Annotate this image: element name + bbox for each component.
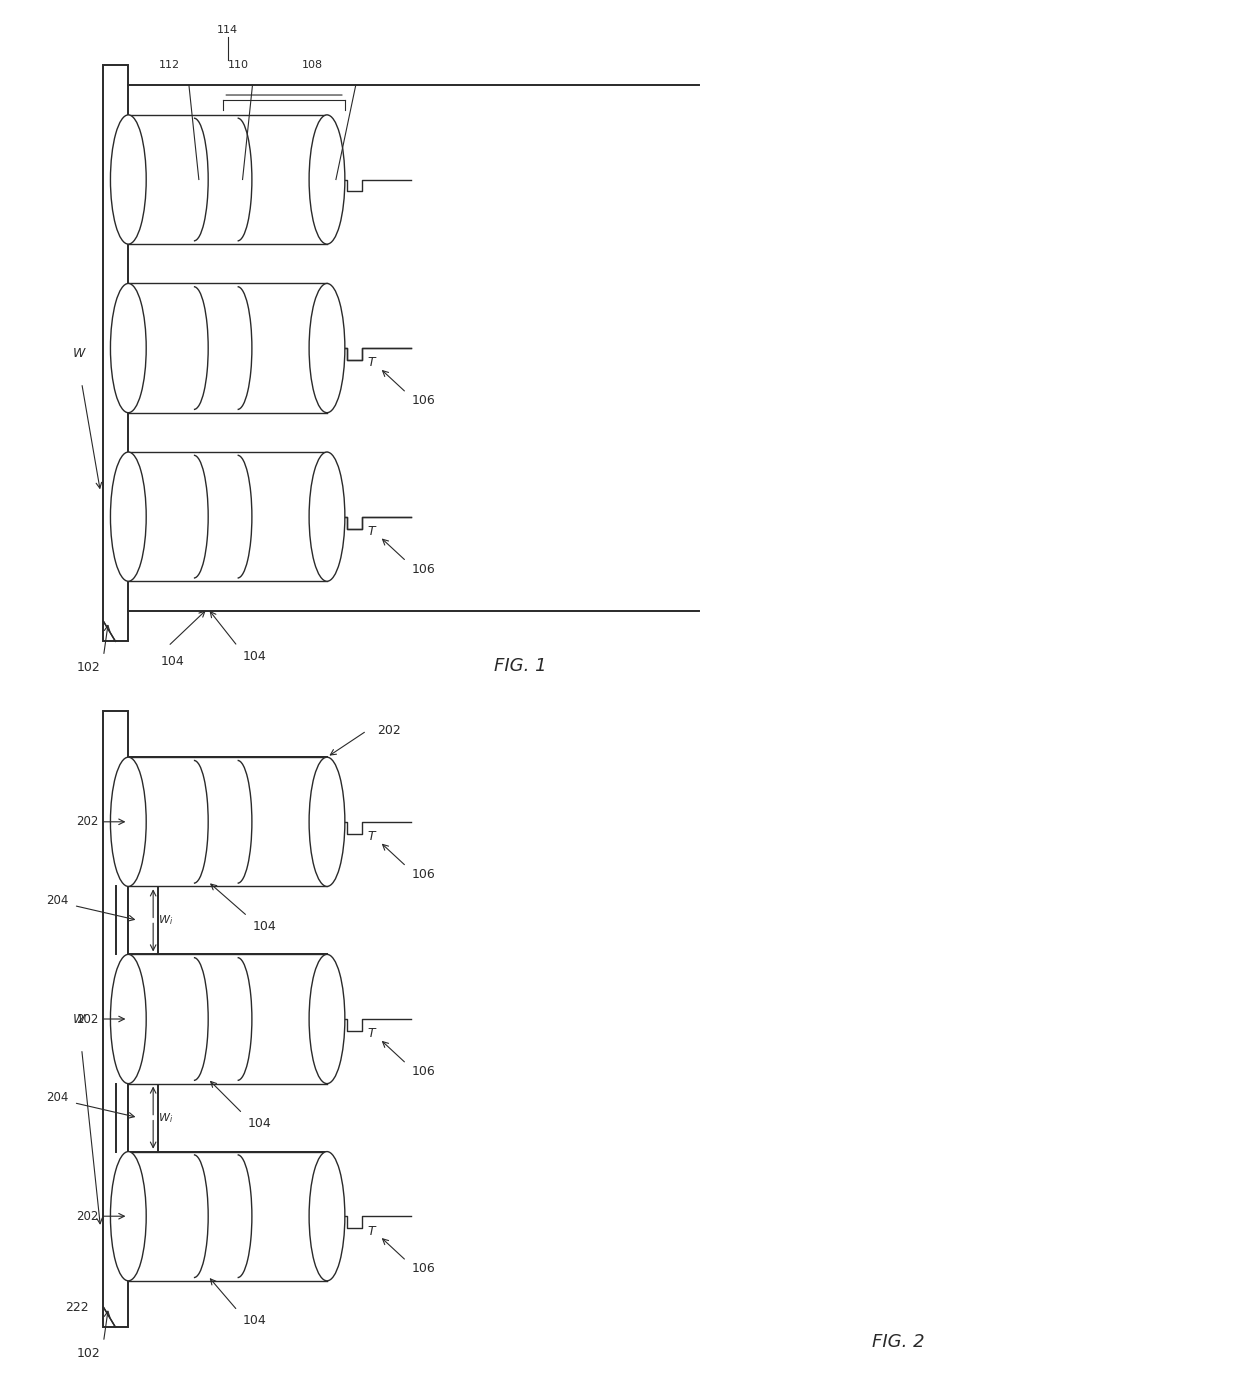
Bar	[128, 954, 327, 1084]
Text: 204: 204	[46, 1091, 68, 1105]
Ellipse shape	[309, 757, 345, 887]
Text: 222: 222	[64, 1301, 88, 1313]
Text: 106: 106	[412, 563, 435, 576]
Text: 110: 110	[228, 61, 249, 70]
Text: 202: 202	[76, 1210, 98, 1222]
Text: T: T	[368, 830, 376, 844]
Text: 104: 104	[161, 655, 185, 667]
Text: T: T	[368, 1027, 376, 1040]
Bar	[128, 1152, 327, 1280]
Text: 106: 106	[412, 869, 435, 881]
Ellipse shape	[309, 115, 345, 244]
Ellipse shape	[110, 452, 146, 581]
Text: W: W	[72, 1012, 84, 1026]
Ellipse shape	[110, 283, 146, 413]
Text: 104: 104	[243, 1315, 267, 1327]
Text: 106: 106	[412, 1262, 435, 1276]
Bar	[128, 1152, 327, 1280]
Bar	[128, 115, 327, 244]
Text: FIG. 2: FIG. 2	[872, 1333, 925, 1351]
Bar	[128, 954, 327, 1084]
Ellipse shape	[110, 954, 146, 1084]
Text: 104: 104	[243, 649, 267, 663]
Ellipse shape	[309, 1152, 345, 1280]
Text: 106: 106	[412, 394, 435, 407]
Ellipse shape	[110, 115, 146, 244]
Ellipse shape	[309, 954, 345, 1084]
Bar	[103, 711, 128, 1327]
Text: FIG. 1: FIG. 1	[495, 657, 547, 675]
Text: $W_i$: $W_i$	[159, 913, 174, 927]
Text: 202: 202	[377, 724, 401, 737]
Text: 204: 204	[46, 894, 68, 907]
Bar	[128, 887, 159, 954]
Text: $W_i$: $W_i$	[159, 1110, 174, 1124]
Bar	[128, 283, 327, 413]
Bar	[128, 757, 327, 887]
Text: 104: 104	[248, 1117, 272, 1130]
Text: T: T	[368, 525, 376, 539]
Text: 202: 202	[76, 1012, 98, 1026]
Text: 102: 102	[77, 661, 100, 674]
Text: W: W	[72, 347, 84, 359]
Ellipse shape	[110, 1152, 146, 1280]
Text: 102: 102	[77, 1346, 100, 1360]
Text: 106: 106	[412, 1065, 435, 1079]
Bar	[128, 1084, 159, 1152]
Text: 202: 202	[76, 815, 98, 829]
Bar	[128, 1152, 327, 1280]
Ellipse shape	[309, 452, 345, 581]
Ellipse shape	[110, 757, 146, 887]
Text: T: T	[368, 1225, 376, 1237]
Ellipse shape	[309, 283, 345, 413]
Bar	[103, 65, 128, 641]
Text: 114: 114	[217, 25, 238, 36]
Bar	[128, 757, 327, 887]
Bar	[128, 757, 327, 887]
Bar	[128, 954, 327, 1084]
Bar	[128, 452, 327, 581]
Text: 108: 108	[303, 61, 324, 70]
Text: T: T	[368, 356, 376, 370]
Text: 112: 112	[159, 61, 180, 70]
Text: 104: 104	[253, 920, 277, 932]
